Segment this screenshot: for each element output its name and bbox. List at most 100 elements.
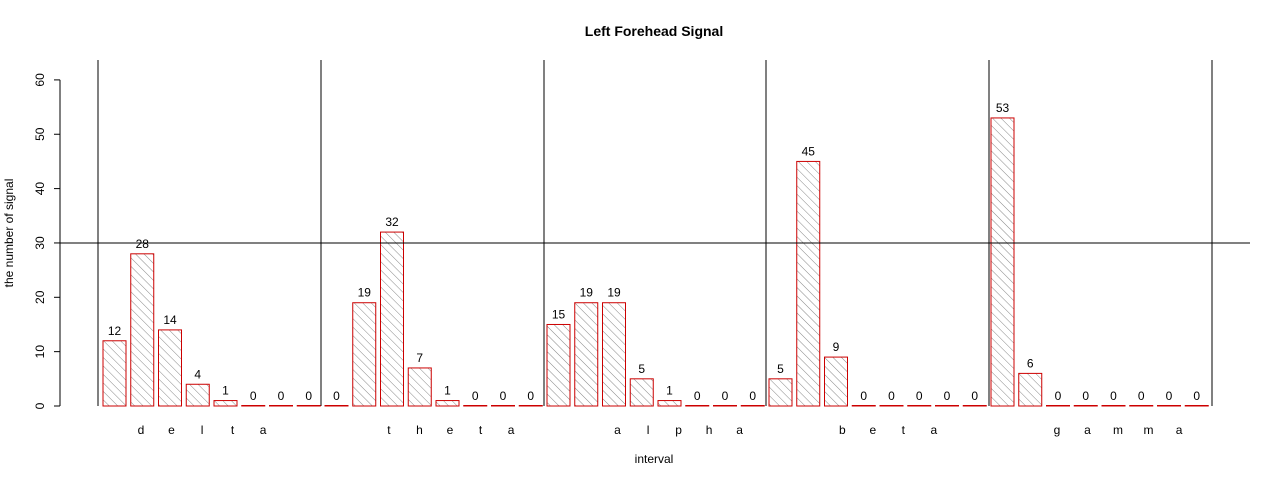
bar-value-label: 0 [1193,389,1200,403]
bar-value-label: 0 [278,389,285,403]
bar [102,340,127,407]
bar [269,405,293,407]
bar-value-label: 6 [1027,356,1034,370]
bar-value-label: 0 [250,389,257,403]
bar-value-label: 0 [1138,389,1145,403]
bar-value-label: 19 [607,286,621,300]
bar-value-label: 0 [1110,389,1117,403]
bar-value-label: 1 [666,384,673,398]
group-letter: a [1176,423,1183,437]
group-letter: a [260,423,267,437]
bar [629,378,654,407]
group-letter: e [447,423,454,437]
bar-value-label: 15 [552,307,566,321]
bar [158,329,182,407]
bar-value-label: 0 [971,389,978,403]
bar-value-label: 0 [500,389,507,403]
y-tick-label: 50 [33,127,47,141]
group-letter: a [1084,423,1091,437]
group-separators [97,60,1213,406]
bar-value-label: 0 [749,389,756,403]
group-letter: b [839,423,846,437]
bar [935,405,959,407]
bar [380,231,404,407]
group-letter: e [168,423,175,437]
bar-value-label: 0 [1082,389,1089,403]
bar-value-label: 12 [108,324,122,338]
group-letter: t [902,423,906,437]
bar-value-label: 0 [527,389,534,403]
group-letter: d [138,423,145,437]
bar [518,405,543,407]
bar-value-label: 0 [305,389,312,403]
bar [740,405,765,407]
group-letter: l [201,423,204,437]
group-letter: a [931,423,938,437]
bar [685,405,710,407]
bar [1157,405,1181,407]
bar-value-label: 1 [444,384,451,398]
group-letter: e [869,423,876,437]
group-letter: g [1054,423,1061,437]
bar [962,405,987,407]
bar [407,367,432,407]
y-tick-label: 30 [33,236,47,250]
x-axis-label: interval [635,452,674,466]
bar-value-label: 5 [777,362,784,376]
bar-value-label: 0 [944,389,951,403]
group-letter: a [736,423,743,437]
bar [657,400,682,407]
y-tick-label: 60 [33,73,47,87]
bar-value-label: 0 [916,389,923,403]
bar [1046,405,1070,407]
bar-value-label: 4 [194,367,201,381]
group-letter: h [706,423,713,437]
bar [1129,405,1154,407]
group-letter: p [675,423,682,437]
bar [491,405,515,407]
bar [296,405,321,407]
bar-value-label: 9 [833,340,840,354]
bar [907,405,932,407]
bar [824,356,848,407]
bar [130,253,155,407]
bar-value-label: 5 [638,362,645,376]
bar [241,405,266,407]
bar [851,405,876,407]
bar-value-label: 53 [996,101,1010,115]
bar [879,405,904,407]
bar-value-label: 19 [580,286,594,300]
bar [713,405,737,407]
bar [352,302,377,407]
chart-title: Left Forehead Signal [585,23,723,39]
group-letter: a [614,423,621,437]
group-letter: m [1113,423,1123,437]
bar [1073,405,1098,407]
bar [1018,372,1043,407]
bar-value-label: 28 [136,237,150,251]
bar-value-label: 0 [722,389,729,403]
bar [546,323,571,407]
bar [796,160,821,407]
bar-value-label: 0 [1055,389,1062,403]
bar-value-label: 45 [802,144,816,158]
group-letter: t [479,423,483,437]
group-letter: t [231,423,235,437]
bar [1101,405,1126,407]
bar [602,302,626,407]
bar-value-label: 19 [358,286,372,300]
bar-value-label: 7 [416,351,423,365]
bar [435,400,460,407]
bar-value-label: 32 [385,215,399,229]
bar [574,302,599,407]
bar-value-label: 14 [163,313,177,327]
y-tick-label: 0 [33,402,47,409]
group-letter: h [416,423,423,437]
bar-value-label: 0 [888,389,895,403]
bar [324,405,349,407]
bar [768,378,793,407]
y-tick-label: 10 [33,345,47,359]
group-letter: t [387,423,391,437]
